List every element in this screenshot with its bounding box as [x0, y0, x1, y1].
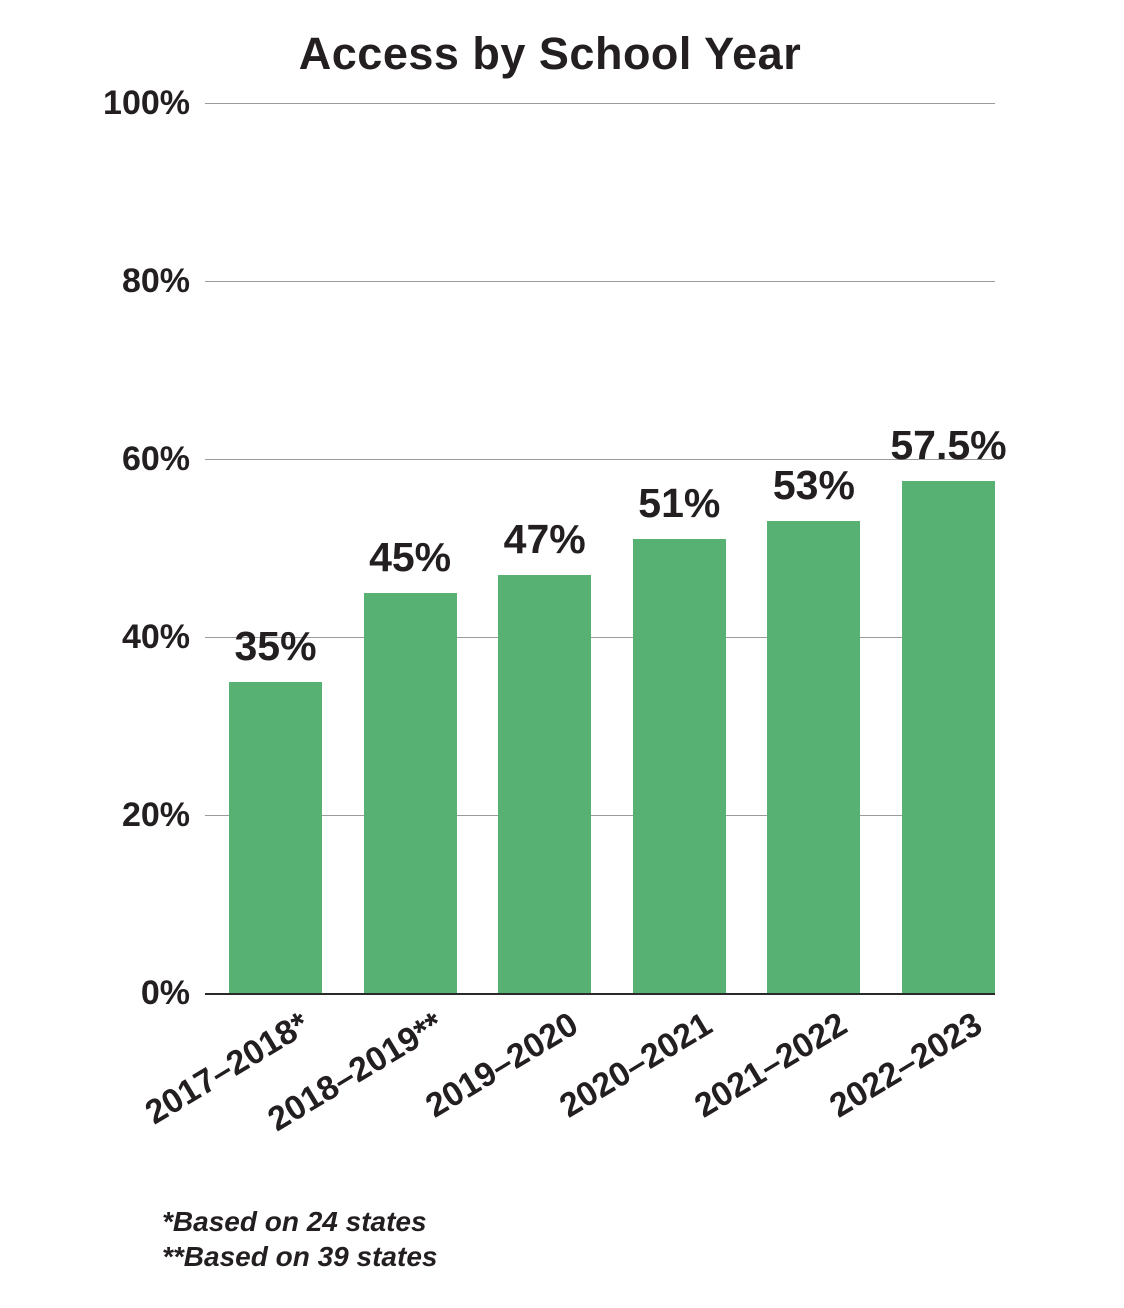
ytick-label-60: 60%: [121, 440, 190, 478]
chart-footnotes: *Based on 24 states **Based on 39 states: [162, 1204, 437, 1274]
bar-value-label-1: 45%: [369, 533, 452, 580]
ytick-label-40: 40%: [121, 618, 190, 656]
ytick-label-80: 80%: [121, 262, 190, 300]
bar-value-label-5: 57.5%: [890, 422, 1007, 469]
bar-2020–2021: [632, 539, 726, 993]
gridline-20: [205, 815, 995, 816]
bar-2019–2020: [498, 574, 592, 993]
gridline-60: [205, 459, 995, 460]
bar-2022–2023: [902, 481, 995, 993]
footnote-1: *Based on 24 states: [162, 1206, 427, 1237]
footnote-2: **Based on 39 states: [162, 1241, 438, 1272]
bar-value-label-2: 47%: [503, 515, 586, 562]
gridline-100: [205, 103, 995, 104]
bar-value-label-0: 35%: [234, 622, 317, 669]
gridline-80: [205, 281, 995, 282]
plot-area: 35% 45% 47% 51% 53% 57.5%: [205, 103, 1007, 995]
bar-value-label-4: 53%: [772, 462, 855, 509]
bar-2018–2019**: [363, 592, 457, 993]
gridline-40: [205, 637, 995, 638]
xtick-label-1: 2018–2019**: [261, 1005, 450, 1139]
xtick-label-5: 2022–2023: [822, 1005, 989, 1126]
ytick-label-20: 20%: [121, 796, 190, 834]
ytick-label-0: 0%: [140, 974, 190, 1012]
xtick-label-4: 2021–2022: [688, 1005, 854, 1126]
bar-2021–2022: [767, 521, 861, 993]
chart-title: Access by School Year: [298, 28, 802, 79]
xtick-label-3: 2020–2021: [553, 1005, 719, 1126]
ytick-label-100: 100%: [103, 84, 190, 122]
bar-value-label-3: 51%: [638, 480, 721, 527]
x-axis-baseline: [205, 993, 995, 995]
bar-2017–2018*: [229, 681, 322, 993]
